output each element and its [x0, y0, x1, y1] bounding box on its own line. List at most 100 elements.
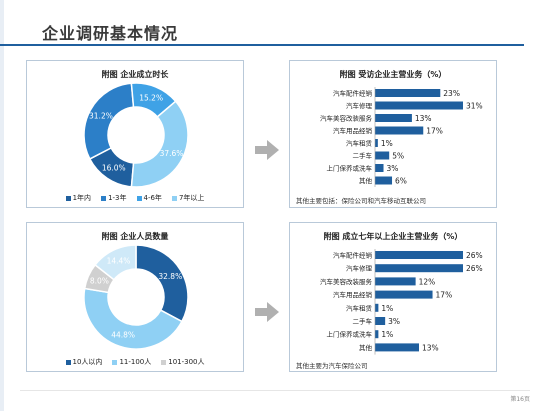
bar — [375, 303, 379, 312]
bar — [375, 277, 416, 286]
bar-category-label: 上门保养或洗车 — [327, 164, 373, 173]
legend-swatch — [171, 195, 177, 201]
donut-slice-label: 44.8% — [111, 330, 135, 339]
bar — [375, 139, 378, 147]
legend-item: 101-300人 — [161, 357, 204, 367]
main-business-panel: 附图 受访企业主营业务（%） 汽车配件经销 23% 汽车修理 31% 汽车美容改装服务 1… — [289, 60, 497, 208]
donut-slice — [83, 287, 183, 350]
bar — [375, 151, 390, 160]
bar-category-label: 汽车修理 — [346, 264, 373, 273]
legend-item: 11-100人 — [112, 357, 151, 367]
legend-swatch — [136, 195, 142, 201]
bar-value-label: 3% — [387, 164, 399, 173]
arrow-right-icon — [255, 140, 279, 160]
bar-category-label: 汽车用品经销 — [333, 126, 373, 135]
legend-swatch — [65, 359, 71, 365]
legend-label: 7年以上 — [178, 194, 205, 202]
bar-category-label: 汽车美容改装服务 — [320, 114, 373, 123]
chart-title: 附图 企业人员数量 — [101, 232, 169, 241]
donut-slice-label: 16.0% — [102, 164, 126, 173]
chart-title: 附图 受访企业主营业务（%） — [339, 70, 447, 79]
bar — [375, 290, 433, 299]
bar-category-label: 其他 — [359, 343, 373, 352]
legend-swatch — [101, 195, 107, 201]
legend-item: 4-6年 — [136, 193, 162, 203]
bar-category-label: 汽车租赁 — [346, 139, 373, 148]
title-rule — [0, 44, 524, 46]
donut-slice-label: 37.6% — [160, 149, 184, 158]
bar-category-label: 汽车配件经销 — [333, 251, 373, 260]
donut-slice-label: 32.8% — [158, 272, 182, 281]
bar-value-label: 13% — [415, 114, 432, 123]
donut-slice — [130, 100, 189, 188]
staff-count-donut: 32.8% 44.8% 8.0% 14.4% — [83, 244, 189, 350]
page-title: 企业调研基本情况 — [42, 24, 179, 43]
legend-item: 1年内 — [65, 193, 92, 203]
bar — [375, 89, 441, 97]
legend-label: 10人以内 — [72, 358, 103, 366]
legend-item: 10人以内 — [65, 357, 103, 367]
bar-value-label: 1% — [381, 330, 393, 339]
bar-category-label: 二手车 — [353, 151, 373, 160]
main-business-bar-chart: 汽车配件经销 23% 汽车修理 31% 汽车美容改装服务 13% 汽车用品经销 17% 汽车租赁… — [320, 87, 483, 187]
bar-category-label: 汽车美容改装服务 — [320, 277, 373, 286]
bar — [375, 101, 463, 110]
chart-title: 附图 企业成立时长 — [101, 70, 169, 79]
left-accent-bar — [0, 0, 4, 411]
bar — [375, 330, 379, 339]
founding-duration-legend: 1年内 1-3年 4-6年 7年以上 — [27, 193, 243, 203]
bar — [375, 176, 393, 185]
staff-count-panel: 附图 企业人员数量 32.8% 44.8% 8.0% 14.4% 10人以内 11-10… — [26, 222, 244, 372]
bar — [375, 343, 419, 352]
legend-label: 11-100人 — [119, 358, 152, 366]
bar-category-label: 汽车修理 — [346, 101, 373, 110]
bar-value-label: 26% — [466, 264, 483, 273]
bar-value-label: 5% — [392, 152, 404, 161]
chart-note: 其他主要包括：保险公司和汽车移动互联公司 — [296, 197, 426, 205]
arrow-right-icon — [255, 302, 279, 322]
bar — [375, 251, 463, 259]
legend-label: 101-300人 — [168, 358, 205, 366]
legend-swatch — [65, 195, 71, 201]
bar — [375, 164, 384, 172]
bar-category-label: 其他 — [359, 176, 373, 185]
seven-year-business-bar-chart: 汽车配件经销 26% 汽车修理 26% 汽车美容改装服务 12% 汽车用品经销 17% 汽车租赁… — [320, 249, 483, 355]
bar-value-label: 17% — [436, 291, 453, 300]
bar-value-label: 31% — [466, 102, 483, 111]
donut-slice-label: 14.4% — [107, 257, 131, 266]
bar-value-label: 23% — [443, 89, 460, 98]
founding-duration-panel: 附图 企业成立时长 16.0% 31.2% 15.2% 37.6% 1年内 1-3年 4-… — [26, 60, 244, 208]
seven-year-business-panel: 附图 成立七年以上企业主营业务（%） 汽车配件经销 26% 汽车修理 26% 汽车美容改… — [289, 222, 497, 372]
bar-category-label: 汽车租赁 — [346, 303, 373, 312]
legend-label: 4-6年 — [143, 194, 162, 202]
bar-value-label: 3% — [388, 317, 400, 326]
bar-value-label: 1% — [381, 304, 393, 313]
staff-count-legend: 10人以内 11-100人 101-300人 — [27, 357, 243, 367]
donut-slice-label: 15.2% — [139, 93, 163, 102]
bar-value-label: 17% — [426, 127, 443, 136]
bar-value-label: 6% — [395, 177, 407, 186]
donut-slice-label: 31.2% — [89, 111, 113, 120]
bar-category-label: 上门保养或洗车 — [327, 330, 373, 339]
bar-value-label: 13% — [422, 343, 439, 352]
bar-value-label: 12% — [419, 277, 436, 286]
chart-note: 其他主要为汽车保险公司 — [296, 362, 368, 370]
donut-slice — [135, 244, 189, 323]
legend-item: 1-3年 — [101, 193, 127, 203]
legend-swatch — [161, 359, 167, 365]
donut-slice — [94, 244, 137, 281]
bar — [375, 264, 463, 273]
bar — [375, 114, 412, 122]
legend-label: 1-3年 — [108, 194, 127, 202]
donut-slice-label: 8.0% — [90, 276, 109, 285]
bar-value-label: 1% — [381, 139, 393, 148]
bar-category-label: 二手车 — [353, 317, 373, 326]
bar — [375, 126, 424, 135]
bar-category-label: 汽车用品经销 — [333, 290, 373, 299]
bar — [375, 317, 386, 325]
founding-duration-donut: 16.0% 31.2% 15.2% 37.6% — [83, 82, 189, 188]
bar-value-label: 26% — [466, 251, 483, 260]
legend-label: 1年内 — [72, 194, 92, 202]
chart-title: 附图 成立七年以上企业主营业务（%） — [323, 232, 463, 241]
donut-slice — [83, 82, 135, 160]
